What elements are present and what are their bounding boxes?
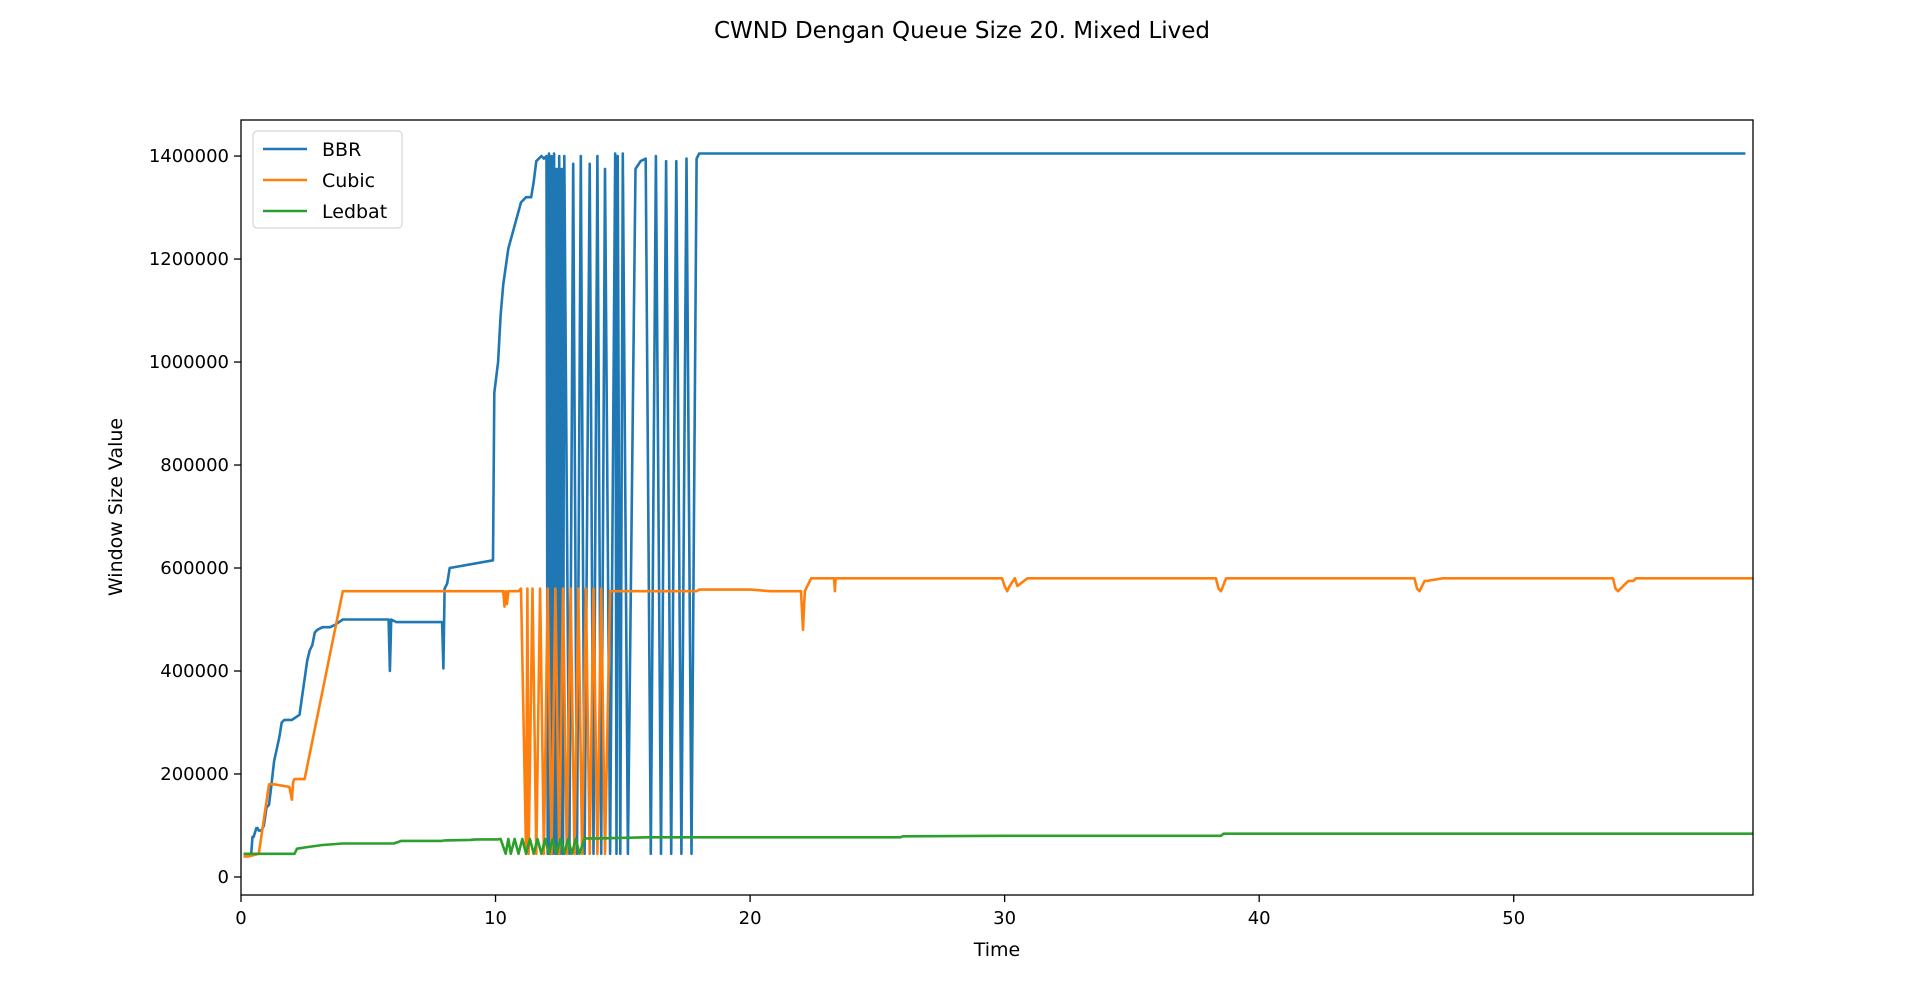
x-tick-label: 50 [1502,908,1525,929]
y-tick-label: 400000 [160,661,229,682]
y-tick-label: 800000 [160,455,229,476]
x-tick-label: 20 [739,908,762,929]
legend-label-bbr: BBR [322,139,361,161]
y-tick-label: 1200000 [149,249,229,270]
x-tick-label: 30 [993,908,1016,929]
plot-area [240,119,1754,896]
x-tick-label: 10 [484,908,507,929]
y-tick-label: 0 [218,867,229,888]
series-line-bbr [243,152,1746,856]
x-tick-label: 40 [1248,908,1271,929]
chart-title: CWND Dengan Queue Size 20. Mixed Lived [714,18,1210,44]
y-tick-label: 200000 [160,764,229,785]
legend-label-cubic: Cubic [322,170,375,192]
legend-box [252,130,403,229]
legend: BBR Cubic Ledbat [252,130,403,229]
plot-frame [240,119,1754,896]
series-line-ledbat [243,832,1753,856]
y-axis: 0 200000 400000 600000 800000 1000000 1200000 1… [149,146,241,888]
y-tick-label: 600000 [160,558,229,579]
x-axis: 0 10 20 30 40 50 [235,895,1525,929]
series-line-cubic [243,576,1753,858]
legend-label-ledbat: Ledbat [322,201,387,223]
y-axis-label: Window Size Value [105,418,127,596]
x-tick-label: 0 [235,908,246,929]
y-tick-label: 1400000 [149,146,229,167]
plot-background [241,120,1753,895]
x-axis-label: Time [973,939,1021,961]
series-layer [243,152,1753,858]
y-tick-label: 1000000 [149,352,229,373]
